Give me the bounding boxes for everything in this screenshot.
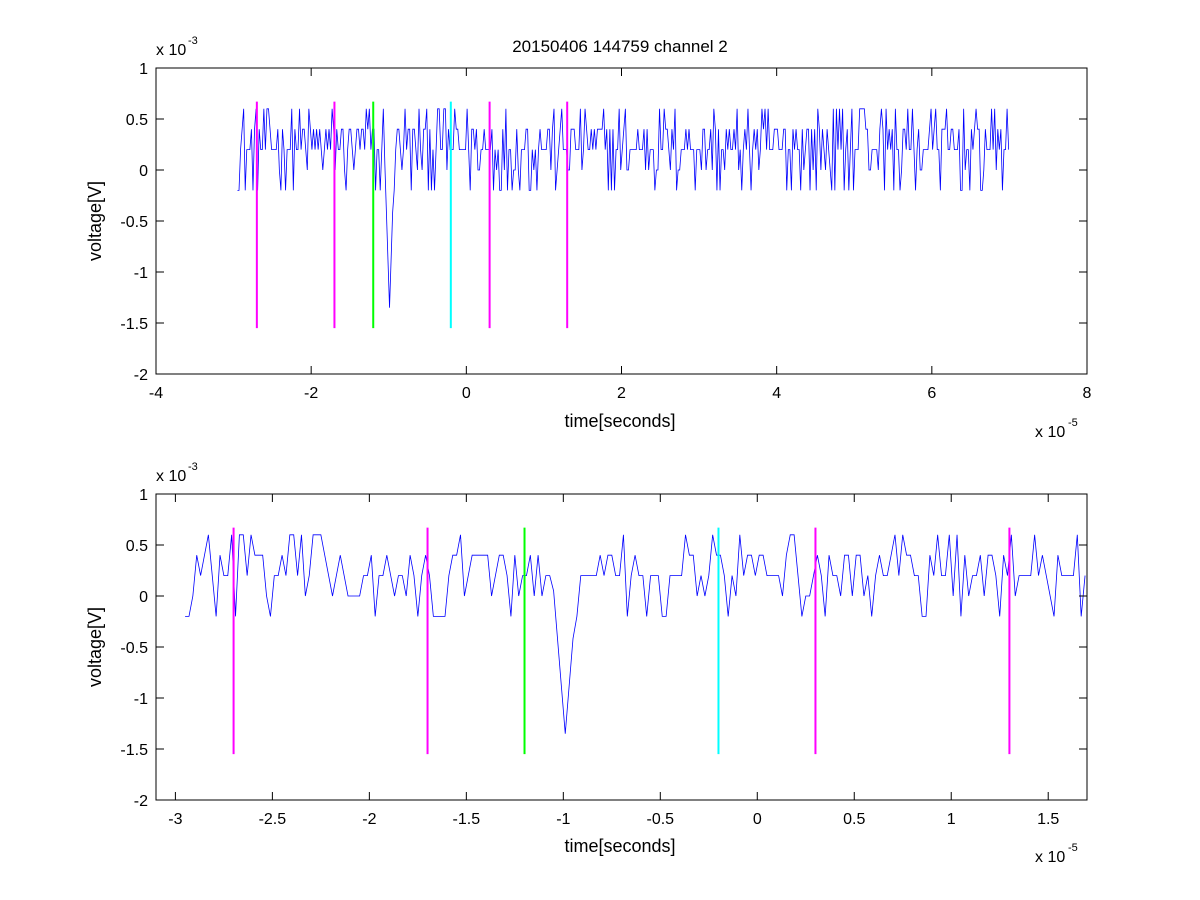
y-axis-label: voltage[V] [85, 607, 105, 687]
marker-lines-group [255, 101, 569, 329]
y-axis-label: voltage[V] [85, 181, 105, 261]
y-tick-label: -1 [134, 265, 148, 282]
x-tick-label: 1.5 [1037, 811, 1059, 828]
x-tick-label: -3 [168, 811, 182, 828]
y-tick-label: -2 [134, 793, 148, 810]
y-tick-label: 0.5 [126, 112, 148, 129]
y-tick-label: -2 [134, 367, 148, 384]
marker-lines-group [232, 527, 1011, 755]
y-tick-label: -1.5 [120, 742, 148, 759]
y-tick-label: -0.5 [120, 214, 148, 231]
x-tick-label: 0 [462, 385, 471, 402]
y-tick-label: 1 [139, 487, 148, 504]
signal-trace-group [185, 534, 1086, 734]
y-exponent: x 10 -3 [156, 461, 198, 485]
x-tick-label: 6 [927, 385, 936, 402]
signal-trace-group [237, 108, 1010, 308]
x-exponent-base: x 10 [1035, 849, 1065, 866]
y-tick-label: 0 [139, 589, 148, 606]
plot-area [155, 67, 1088, 375]
x-tick-label: 0.5 [843, 811, 865, 828]
x-tick-label: -4 [149, 385, 163, 402]
x-tick-label: 1 [947, 811, 956, 828]
x-tick-label: 4 [772, 385, 781, 402]
x-ticks: -4 -2 0 2 4 6 8 [149, 68, 1092, 402]
y-ticks: -2 -1.5 -1 -0.5 0 0.5 1 [120, 61, 1087, 384]
plot-area [155, 493, 1088, 801]
x-exponent: x 10 -5 [1035, 417, 1078, 441]
y-ticks: -2 -1.5 -1 -0.5 0 0.5 1 [120, 487, 1087, 810]
y-tick-label: -1 [134, 691, 148, 708]
x-tick-label: -2.5 [259, 811, 287, 828]
x-exponent-power: -5 [1068, 417, 1078, 429]
x-tick-label: -2 [362, 811, 376, 828]
y-exponent-power: -3 [188, 35, 198, 47]
x-tick-label: 8 [1083, 385, 1092, 402]
x-tick-label: -1 [556, 811, 570, 828]
y-tick-label: -0.5 [120, 640, 148, 657]
signal-trace [237, 108, 1010, 308]
x-tick-label: 0 [753, 811, 762, 828]
x-tick-label: -2 [304, 385, 318, 402]
chart-top: 20150406 144759 channel 2 -4 -2 0 2 4 6 8 -2-1… [85, 35, 1092, 441]
chart-bottom: -3 -2.5 -2 -1.5 -1 -0.5 0 0.5 1 1.5 -2 -1.5 -1 -0.5 0… [85, 461, 1088, 866]
y-exponent-base: x 10 [156, 468, 186, 485]
y-exponent-power: -3 [188, 461, 198, 473]
x-tick-label: -1.5 [453, 811, 481, 828]
x-tick-label: -0.5 [647, 811, 675, 828]
y-tick-label: 1 [139, 61, 148, 78]
x-exponent-base: x 10 [1035, 424, 1065, 441]
x-exponent-power: -5 [1068, 842, 1078, 854]
x-axis-label: time[seconds] [564, 411, 675, 431]
y-exponent: x 10 -3 [156, 35, 198, 59]
y-tick-label: -1.5 [120, 316, 148, 333]
y-exponent-base: x 10 [156, 42, 186, 59]
x-ticks: -3 -2.5 -2 -1.5 -1 -0.5 0 0.5 1 1.5 [168, 494, 1059, 828]
signal-trace [185, 534, 1086, 734]
x-axis-label: time[seconds] [564, 836, 675, 856]
x-tick-label: 2 [617, 385, 626, 402]
y-tick-label: 0.5 [126, 538, 148, 555]
x-exponent: x 10 -5 [1035, 842, 1078, 866]
chart-title: 20150406 144759 channel 2 [512, 37, 728, 56]
y-tick-label: 0 [139, 163, 148, 180]
